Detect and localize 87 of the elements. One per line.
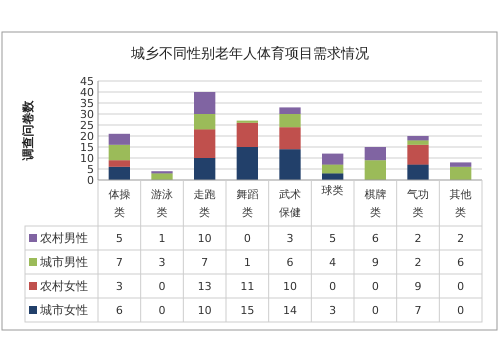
data-label: 9 bbox=[414, 280, 422, 293]
data-label: 4 bbox=[329, 256, 336, 269]
bar bbox=[322, 164, 344, 174]
data-label: 7 bbox=[201, 256, 208, 269]
bar bbox=[236, 147, 258, 180]
bar bbox=[194, 158, 216, 180]
data-label: 9 bbox=[372, 256, 379, 269]
data-label: 1 bbox=[158, 232, 166, 245]
data-label: 2 bbox=[457, 232, 464, 245]
data-label: 10 bbox=[283, 280, 297, 293]
bar bbox=[108, 160, 130, 167]
data-label: 6 bbox=[457, 256, 464, 269]
bar bbox=[279, 114, 301, 128]
bar bbox=[108, 144, 130, 160]
x-tick-label: 走跑类 bbox=[194, 188, 216, 219]
data-label: 2 bbox=[414, 232, 422, 245]
data-label: 6 bbox=[372, 232, 379, 245]
data-label: 7 bbox=[414, 304, 422, 317]
bar bbox=[364, 147, 386, 160]
bar bbox=[236, 122, 258, 147]
x-tick-label: 气功类 bbox=[407, 188, 429, 219]
data-label: 0 bbox=[372, 304, 379, 317]
data-label: 3 bbox=[329, 304, 336, 317]
bar bbox=[407, 136, 429, 140]
y-tick-label: 0 bbox=[87, 174, 94, 187]
data-label: 10 bbox=[198, 232, 212, 245]
bar bbox=[151, 173, 173, 180]
data-label: 10 bbox=[198, 304, 212, 317]
bar bbox=[279, 107, 301, 114]
legend-label: 农村男性 bbox=[40, 231, 88, 245]
bar bbox=[407, 140, 429, 145]
data-label: 15 bbox=[240, 304, 254, 317]
y-axis-title: 调查问卷数 bbox=[21, 100, 35, 162]
y-tick-label: 40 bbox=[80, 86, 94, 99]
data-label: 0 bbox=[158, 304, 166, 317]
bar bbox=[322, 154, 344, 165]
data-label: 3 bbox=[286, 232, 294, 245]
y-tick-label: 20 bbox=[80, 130, 94, 143]
data-label: 13 bbox=[198, 280, 212, 293]
data-label: 1 bbox=[244, 256, 251, 269]
data-label: 0 bbox=[372, 280, 379, 293]
data-label: 5 bbox=[329, 232, 336, 245]
y-tick-label: 10 bbox=[80, 152, 94, 165]
bar bbox=[450, 162, 472, 167]
data-label: 0 bbox=[457, 280, 464, 293]
y-tick-label: 25 bbox=[80, 119, 94, 132]
data-label: 0 bbox=[329, 280, 336, 293]
y-tick-label: 35 bbox=[80, 97, 94, 110]
data-label: 5 bbox=[116, 232, 123, 245]
bar bbox=[108, 134, 130, 145]
legend-label: 城市女性 bbox=[39, 303, 88, 317]
bar bbox=[194, 92, 216, 114]
data-label: 0 bbox=[158, 280, 166, 293]
bar bbox=[322, 173, 344, 180]
y-tick-label: 5 bbox=[87, 163, 94, 176]
x-tick-label: 其他类 bbox=[450, 188, 472, 219]
data-label: 6 bbox=[286, 256, 294, 269]
bar bbox=[364, 160, 386, 180]
bar bbox=[108, 166, 130, 180]
bar bbox=[194, 129, 216, 158]
bar bbox=[407, 144, 429, 165]
x-tick-label: 武术保健 bbox=[279, 188, 301, 219]
x-tick-label: 舞蹈类 bbox=[236, 188, 258, 219]
x-tick-label: 游泳类 bbox=[151, 188, 173, 219]
x-tick-label: 球类 bbox=[322, 184, 344, 197]
y-tick-label: 30 bbox=[80, 108, 94, 121]
bar bbox=[407, 164, 429, 180]
y-tick-label: 15 bbox=[80, 141, 94, 154]
legend-label: 城市男性 bbox=[39, 255, 88, 269]
x-tick-label: 棋牌类 bbox=[364, 188, 386, 219]
chart-title: 城乡不同性别老年人体育项目需求情况 bbox=[130, 45, 369, 62]
data-label: 0 bbox=[244, 232, 251, 245]
data-label: 2 bbox=[414, 256, 422, 269]
bar bbox=[450, 166, 472, 180]
bar bbox=[279, 149, 301, 180]
data-label: 11 bbox=[240, 280, 254, 293]
data-label: 3 bbox=[116, 280, 123, 293]
data-label: 6 bbox=[116, 304, 123, 317]
data-label: 0 bbox=[457, 304, 464, 317]
x-tick-label: 体操类 bbox=[108, 188, 130, 219]
legend-label: 农村女性 bbox=[40, 279, 88, 293]
bar bbox=[194, 114, 216, 130]
data-label: 7 bbox=[116, 256, 123, 269]
data-label: 14 bbox=[283, 304, 297, 317]
bar bbox=[279, 127, 301, 150]
data-label: 3 bbox=[158, 256, 166, 269]
y-tick-label: 45 bbox=[80, 75, 94, 88]
